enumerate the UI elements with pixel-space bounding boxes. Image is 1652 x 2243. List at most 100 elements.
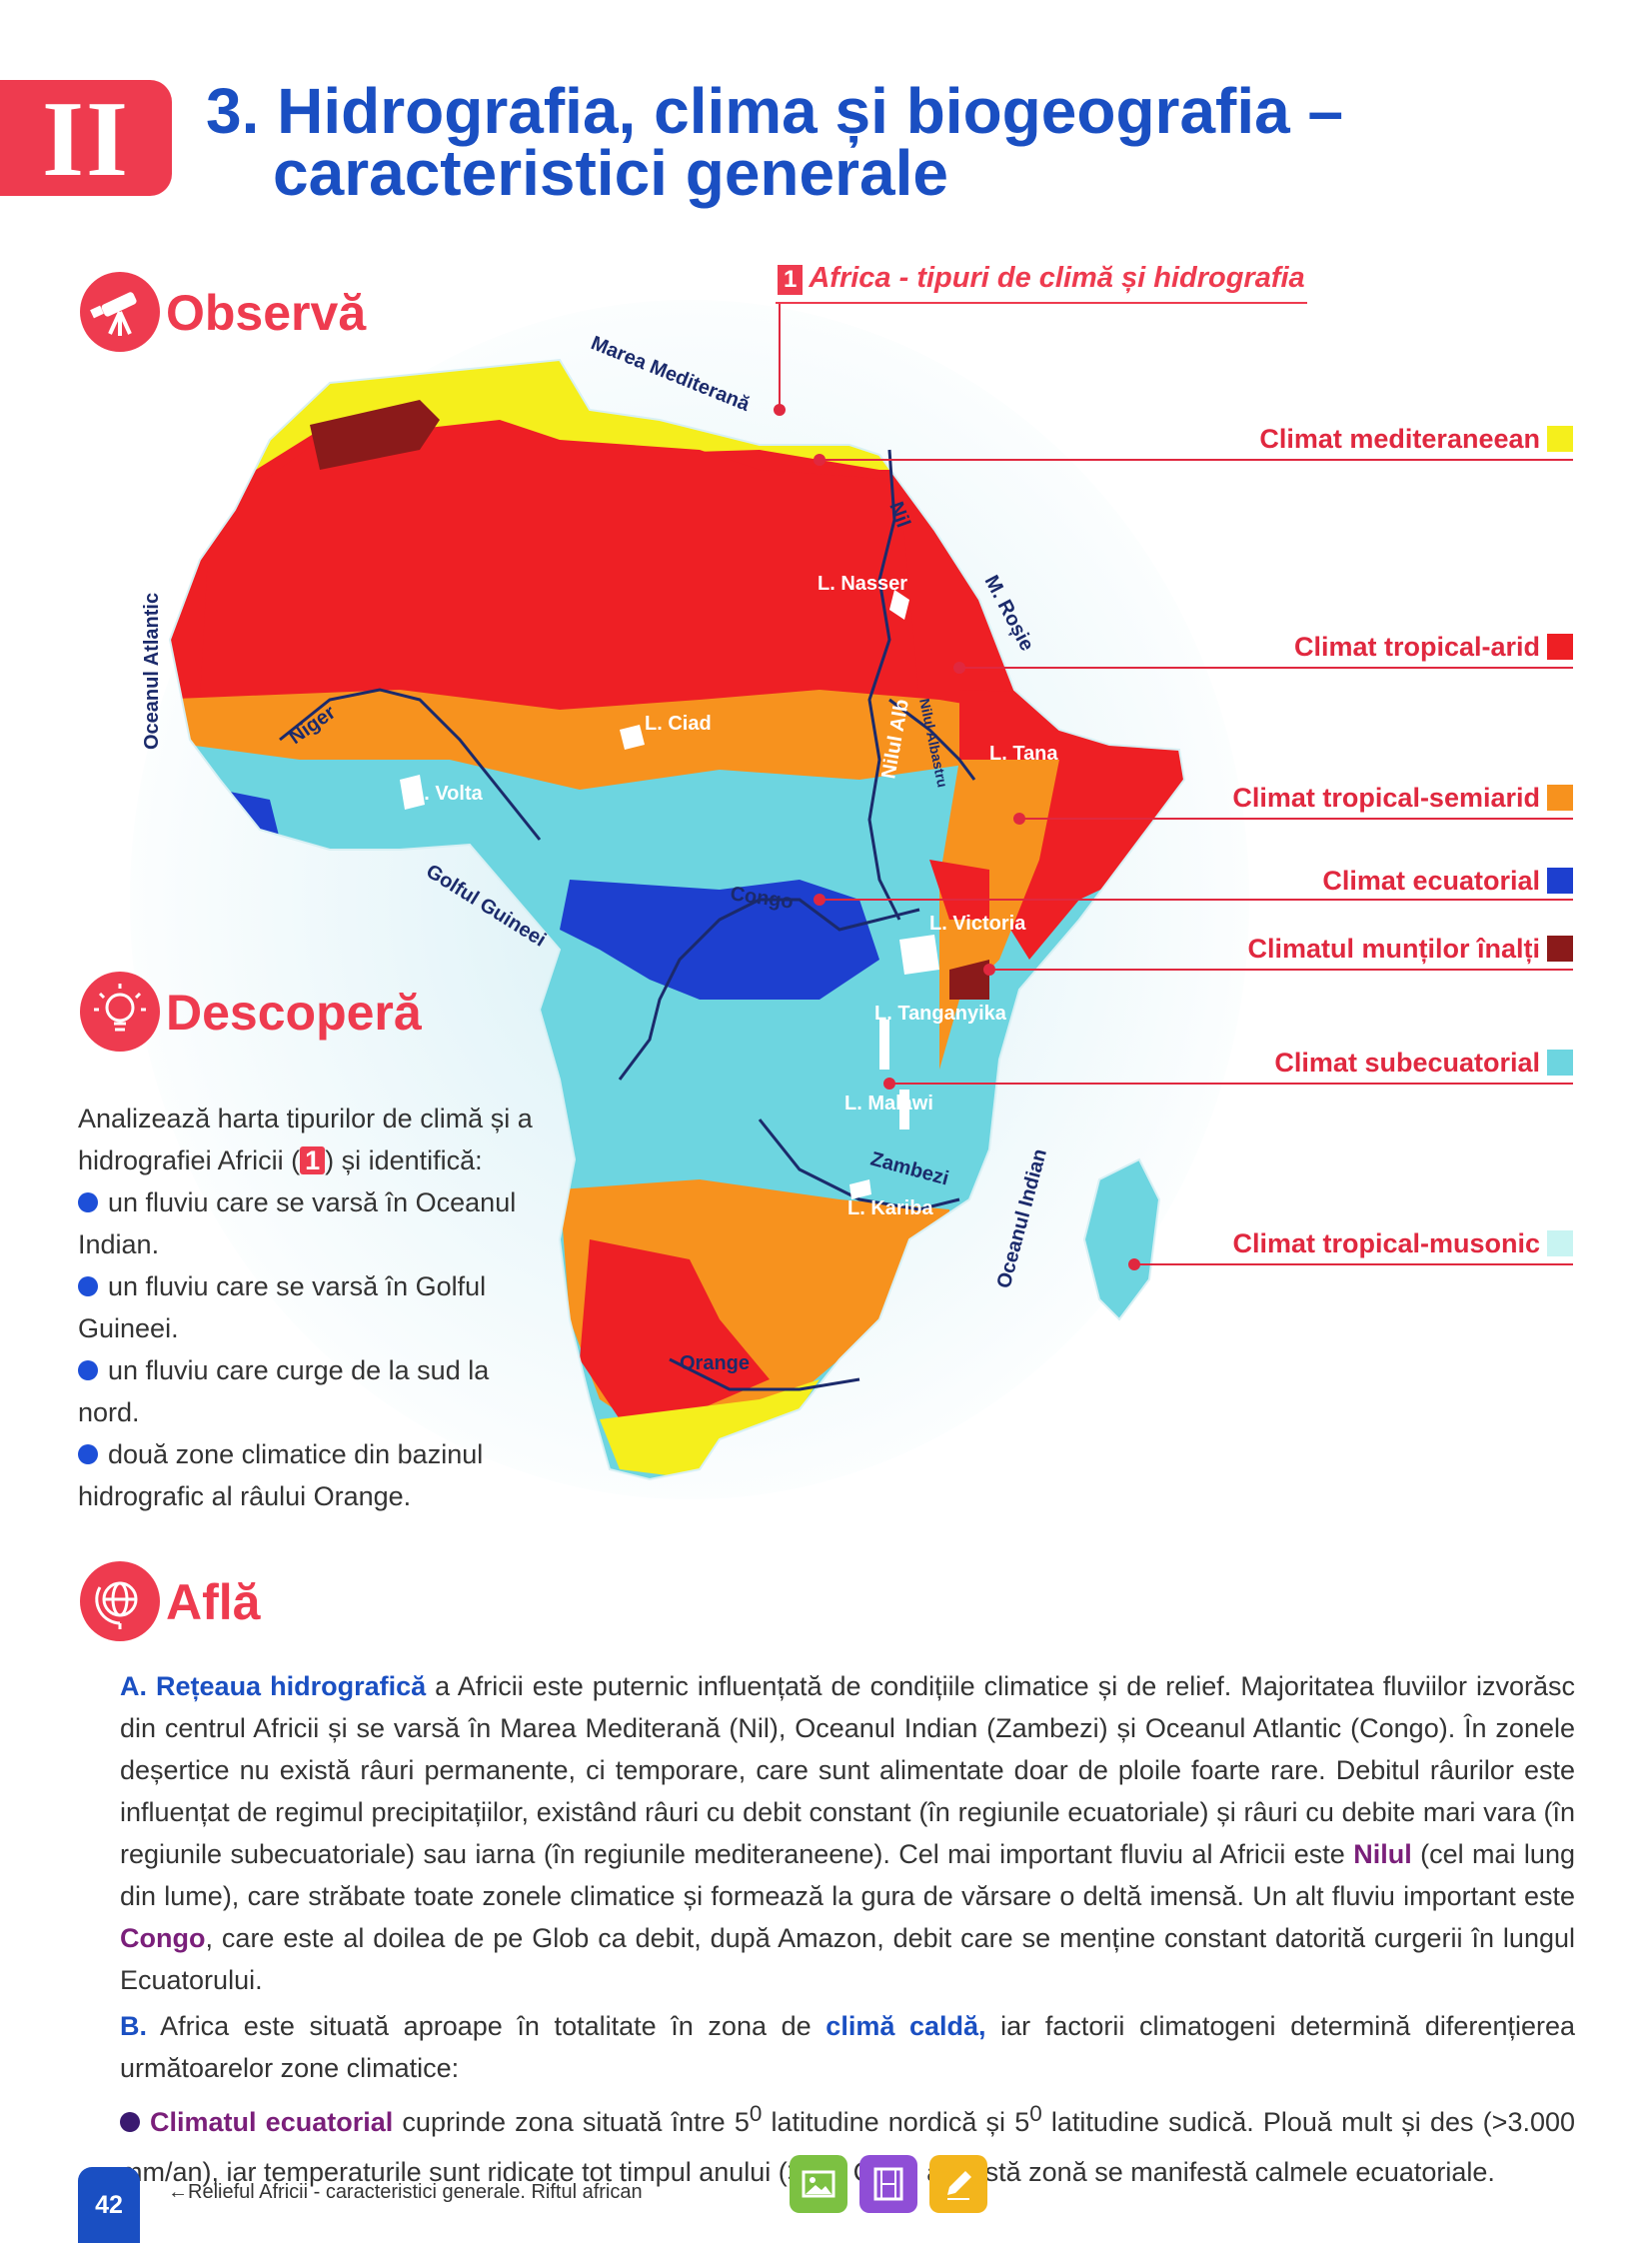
- section-discover-title: Descoperă: [166, 985, 422, 1041]
- map-caption-text: Africa - tipuri de climă și hidrografia: [809, 262, 1305, 294]
- discover-item: un fluviu care se varsă în Oceanul India…: [78, 1181, 548, 1265]
- degree-sup: 0: [749, 2101, 763, 2126]
- africa-climate-map: Marea Mediterană Oceanul Atlantic M. Roș…: [130, 300, 1573, 1499]
- paragraph-a: A. Rețeaua hidrografică a Africii este p…: [78, 1665, 1575, 2001]
- paragraph-c-text1: cuprinde zona situată între 5: [393, 2107, 750, 2137]
- paragraph-c: Climatul ecuatorial cuprinde zona situat…: [78, 2093, 1575, 2193]
- madagascar: [1082, 1157, 1161, 1321]
- legend-swatch-high-mountains: [1547, 936, 1573, 962]
- africa-coastline: [168, 358, 1186, 1481]
- river-niger: [279, 688, 542, 841]
- paragraph-a-text1: a Africii este puternic influențată de c…: [120, 1671, 1575, 1869]
- legend-label-high-mountains: Climatul munților înalți: [1247, 934, 1540, 964]
- map-label-lake-malawi: L. Malawi: [844, 1093, 933, 1115]
- leader-dot-equatorial: [814, 894, 826, 906]
- keyword-hydrographic-network: Rețeaua hidrografică: [156, 1671, 427, 1701]
- legend-swatch-tropical-arid: [1547, 634, 1573, 660]
- legend-swatch-mediterranean: [1547, 426, 1573, 452]
- learn-body: A. Rețeaua hidrografică a Africii este p…: [78, 1665, 1575, 2197]
- zone-tropical-semiarid: [170, 690, 999, 790]
- paragraph-c-text2: latitudine nordică și 5: [762, 2107, 1030, 2137]
- keyword-equatorial-climate: Climatul ecuatorial: [150, 2107, 394, 2137]
- page-title: 3. Hidrografia, clima și biogeografia – …: [206, 79, 1445, 209]
- chapter-badge: II: [0, 80, 172, 196]
- lake-volta-shape: [400, 775, 425, 810]
- leader-dot-mediterranean: [814, 454, 826, 466]
- leader-dot-subequatorial: [883, 1078, 895, 1090]
- page-number: 42: [78, 2167, 140, 2243]
- river-zambezi: [758, 1119, 960, 1211]
- zone-arid-east-highlands: [929, 860, 989, 920]
- figure-ref-badge: 1: [300, 1146, 326, 1174]
- image-icon: [802, 2170, 835, 2198]
- paragraph-b: B. Africa este situată aproape în totali…: [78, 2005, 1575, 2089]
- map-caption: 1 Africa - tipuri de climă și hidrografia: [778, 262, 1305, 295]
- discover-intro: Analizează harta tipurilor de climă și a…: [78, 1098, 548, 1181]
- zone-high-mountains-atlas: [310, 400, 440, 470]
- paragraph-a-label: A.: [120, 1671, 147, 1701]
- lake-tanganyika-shape: [879, 1020, 889, 1070]
- bullet-dot: [78, 1360, 98, 1380]
- lake-nasser-shape: [889, 590, 909, 620]
- prev-lesson-link[interactable]: ←Relieful Africii - caracteristici gener…: [168, 2181, 643, 2204]
- prev-lesson-link-text: Relieful Africii - caracteristici genera…: [188, 2181, 643, 2203]
- discover-item-text: două zone climatice din bazinul hidrogra…: [78, 1439, 484, 1511]
- paragraph-b-text1: Africa este situată aproape în totalitat…: [147, 2011, 826, 2041]
- section-observe-title: Observă: [166, 285, 367, 341]
- discover-item-text: un fluviu care se varsă în Golful Guinee…: [78, 1271, 487, 1343]
- map-label-lake-nasser: L. Nasser: [818, 573, 907, 595]
- leader-dot-tropical-semiarid: [1013, 813, 1025, 825]
- paragraph-c-text3: latitudine sudică. Plouă mult și des (>3…: [120, 2107, 1576, 2187]
- zone-equatorial-congo: [560, 880, 879, 1000]
- paragraph-a-text2: (cel mai lung din lume), care străbate t…: [120, 1839, 1575, 1911]
- map-label-atlantic-ocean: Oceanul Atlantic: [141, 593, 163, 750]
- leader-dot-tropical-monsoon: [1128, 1258, 1140, 1270]
- zone-mediterranean-south: [600, 1379, 820, 1479]
- video-button[interactable]: [859, 2155, 917, 2213]
- legend-swatch-tropical-monsoon: [1547, 1230, 1573, 1256]
- lake-kariba-shape: [849, 1179, 871, 1199]
- legend-label-tropical-arid: Climat tropical-arid: [1293, 632, 1540, 662]
- paragraph-b-label: B.: [120, 2011, 147, 2041]
- zone-arid-south: [580, 1239, 770, 1419]
- discover-item: două zone climatice din bazinul hidrogra…: [78, 1433, 548, 1517]
- legend-label-tropical-semiarid: Climat tropical-semiarid: [1232, 783, 1540, 813]
- discover-instructions: Analizează harta tipurilor de climă și a…: [78, 1098, 548, 1517]
- lightbulb-icon: [80, 972, 160, 1052]
- map-label-lake-tana: L. Tana: [989, 743, 1058, 765]
- discover-item-text: un fluviu care se varsă în Oceanul India…: [78, 1187, 517, 1259]
- leader-dot-high-mountains: [983, 964, 995, 976]
- zone-high-mountains-east: [949, 960, 989, 1000]
- map-label-lake-volta: L. Volta: [412, 783, 484, 805]
- keyword-warm-climate: climă caldă,: [826, 2011, 986, 2041]
- river-nile: [867, 449, 901, 921]
- bullet-dot: [78, 1192, 98, 1212]
- river-blue-nile: [888, 698, 976, 781]
- page-title-line1: 3. Hidrografia, clima și biogeografia –: [206, 75, 1344, 147]
- legend-swatch-subequatorial: [1547, 1050, 1573, 1076]
- discover-intro-text: Analizează harta tipurilor de climă și a…: [78, 1104, 533, 1175]
- legend-label-subequatorial: Climat subecuatorial: [1274, 1048, 1540, 1078]
- river-orange: [669, 1357, 860, 1391]
- telescope-icon: [80, 272, 160, 352]
- legend-label-tropical-monsoon: Climat tropical-musonic: [1232, 1228, 1540, 1258]
- paragraph-a-text3: , care este al doilea de pe Glob ca debi…: [120, 1923, 1575, 1995]
- page-title-line2: caracteristici generale: [273, 137, 948, 209]
- bullet-dot: [120, 2112, 140, 2132]
- bullet-dot: [78, 1276, 98, 1296]
- globe-icon: [80, 1561, 160, 1641]
- image-gallery-button[interactable]: [790, 2155, 847, 2213]
- degree-sup: 0: [1029, 2101, 1042, 2126]
- legend-label-equatorial: Climat ecuatorial: [1322, 866, 1540, 896]
- river-congo: [618, 898, 920, 1081]
- discover-intro-tail: ) și identifică:: [325, 1145, 483, 1175]
- discover-item: un fluviu care se varsă în Golful Guinee…: [78, 1265, 548, 1349]
- zone-tropical-arid: [200, 420, 919, 700]
- map-label-lake-chad: L. Ciad: [645, 713, 712, 735]
- lake-victoria-shape: [899, 935, 939, 975]
- legend-label-mediterranean: Climat mediteraneean: [1259, 424, 1540, 454]
- exercise-button[interactable]: [929, 2155, 987, 2213]
- bullet-dot: [78, 1444, 98, 1464]
- film-icon: [873, 2167, 903, 2201]
- caption-leader-dot: [774, 404, 786, 416]
